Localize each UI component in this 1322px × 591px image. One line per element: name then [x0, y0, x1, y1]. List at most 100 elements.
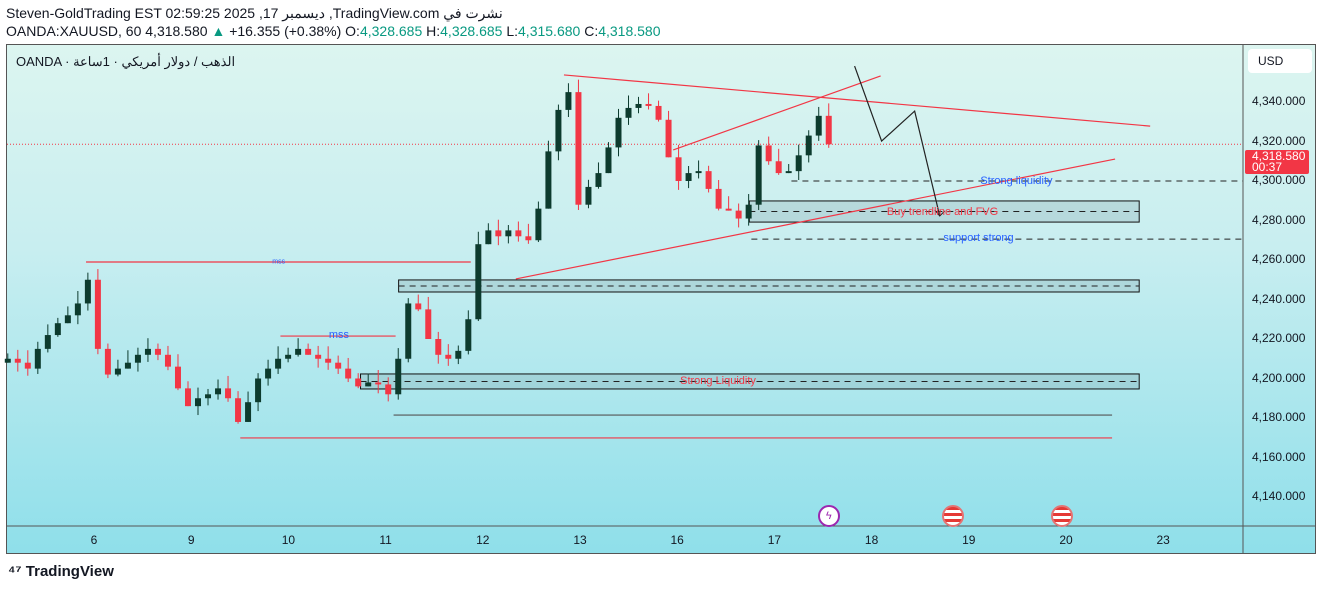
support-trendline	[515, 158, 1116, 280]
candle	[124, 350, 131, 369]
high: 4,328.685	[440, 23, 503, 39]
candle	[715, 180, 722, 211]
candle	[685, 165, 692, 189]
candle-body	[134, 354, 141, 363]
date-tick-label: 9	[187, 533, 195, 547]
candle-body	[725, 208, 732, 211]
price-tick-label: 4,240.000	[1252, 291, 1306, 306]
candle	[635, 96, 642, 114]
current-price: 4,318.580	[1252, 149, 1306, 163]
candle	[785, 164, 792, 174]
candle-body	[24, 362, 31, 369]
candle	[425, 296, 432, 339]
candle-body	[195, 398, 202, 407]
candle-body	[425, 309, 432, 339]
candle	[535, 201, 542, 243]
candle	[345, 357, 352, 383]
us-flag-icon[interactable]	[942, 505, 965, 527]
candle	[705, 165, 712, 193]
candle	[44, 324, 51, 353]
rising-wedge-line	[673, 75, 881, 151]
candle	[365, 373, 372, 387]
candle-body	[695, 171, 702, 174]
candle-body	[585, 186, 592, 205]
drawing-label: support strong	[943, 232, 1014, 245]
price-tick-label: 4,160.000	[1252, 449, 1306, 464]
symbol: OANDA:XAUUSD, 60 4,318.580	[6, 23, 208, 39]
publish-info: Steven-GoldTrading EST 02:59:25 2025 ,17…	[6, 5, 503, 21]
candle	[355, 373, 362, 389]
change: +16.355 (+0.38%)	[229, 23, 342, 39]
drawing-label: Buy trendline and FVG	[886, 205, 999, 218]
candle	[134, 347, 141, 372]
lightning-icon[interactable]: ϟ	[817, 505, 840, 527]
currency-button[interactable]: USD	[1248, 49, 1312, 73]
price-tick-label: 4,220.000	[1252, 331, 1306, 345]
candle-body	[184, 388, 191, 407]
candle	[235, 391, 242, 424]
candle	[545, 140, 552, 209]
candle	[745, 194, 752, 226]
price-tick-label: 4,320.000	[1252, 133, 1306, 148]
candle-body	[555, 109, 562, 152]
candle-body	[305, 348, 312, 355]
candle-body	[174, 366, 181, 389]
price-tick-label: 4,280.000	[1252, 212, 1306, 227]
candle-body	[295, 348, 302, 355]
candle-body	[795, 155, 802, 172]
candle	[395, 348, 402, 400]
candle-body	[575, 92, 582, 205]
drawing-label: mss	[328, 329, 350, 342]
candle	[325, 346, 332, 370]
candle-body	[144, 348, 151, 355]
candle-body	[275, 358, 282, 369]
candle	[14, 349, 21, 372]
candle-body	[775, 161, 782, 174]
candle	[54, 317, 61, 337]
candle-body	[445, 354, 452, 359]
close-label: C:	[584, 23, 599, 39]
candle	[695, 160, 702, 179]
candle-body	[325, 358, 332, 363]
candle-body	[54, 323, 61, 336]
low: 4,315.680	[518, 23, 581, 39]
candle-body	[14, 358, 21, 363]
candle	[34, 341, 41, 374]
candle-body	[715, 188, 722, 209]
candle	[24, 350, 31, 376]
candle-body	[164, 354, 171, 367]
tradingview-logo[interactable]: ⁴⁷ TradingView	[8, 563, 114, 580]
candle	[305, 343, 312, 355]
bar-countdown: 00:37	[1252, 160, 1283, 174]
candle-body	[64, 315, 71, 324]
candle-body	[285, 354, 292, 359]
chart-legend: OANDA · الذهب / دولار أمريكي · 1ساعة	[16, 54, 236, 69]
drawing-label: Strong liquidity	[980, 175, 1053, 187]
candle-body	[825, 115, 832, 145]
candle	[375, 370, 382, 394]
candle	[755, 140, 762, 211]
candle	[795, 144, 802, 181]
candle	[725, 196, 732, 211]
candle	[775, 148, 782, 175]
candle-body	[455, 350, 462, 359]
candle	[64, 306, 71, 324]
candle	[825, 103, 832, 148]
candle	[675, 144, 682, 190]
price-tick-label: 4,200.000	[1252, 370, 1306, 385]
candle	[104, 343, 111, 379]
candle	[415, 294, 422, 312]
us-flag-icon[interactable]	[1051, 505, 1074, 527]
candle-body	[154, 348, 161, 355]
candle	[465, 310, 472, 355]
candle	[265, 359, 272, 386]
candle-body	[255, 378, 262, 403]
price-tick-label: 4,340.000	[1252, 94, 1306, 108]
candle-body	[495, 230, 502, 237]
chart-frame[interactable]	[6, 44, 1316, 554]
candle-body	[735, 210, 742, 219]
price-tick-label: 4,260.000	[1252, 252, 1306, 266]
candle	[195, 387, 202, 416]
projection-arrow	[854, 65, 941, 217]
